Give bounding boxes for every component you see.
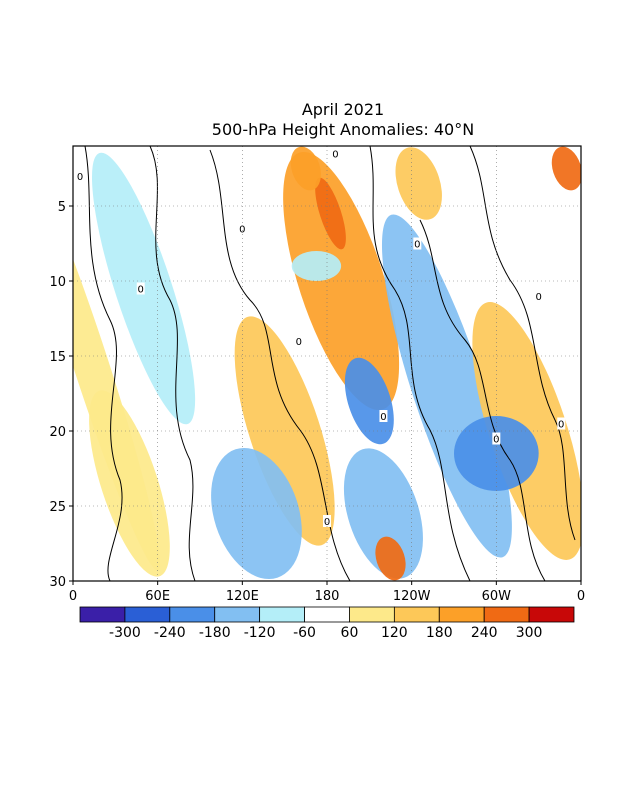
x-tick-label: 60E bbox=[145, 589, 170, 604]
negative-anomaly-region bbox=[343, 448, 423, 579]
contour-label-background bbox=[557, 417, 566, 430]
contour-label-background bbox=[413, 237, 422, 250]
colorbar-label: 240 bbox=[471, 625, 498, 641]
positive-anomaly-region bbox=[551, 146, 581, 191]
colorbar-label: -180 bbox=[199, 625, 231, 641]
colorbar-swatch bbox=[393, 606, 440, 623]
colorbar-swatch bbox=[124, 606, 171, 623]
negative-anomaly-region bbox=[454, 416, 539, 491]
positive-anomaly-region bbox=[315, 177, 346, 250]
colorbar: -300 -240 -180 -120 -60 60 120 180 240 300 bbox=[79, 606, 575, 641]
zero-contour bbox=[419, 219, 546, 581]
colorbar-swatch bbox=[528, 606, 575, 623]
colorbar-swatch bbox=[483, 606, 530, 623]
contour-label: 0 bbox=[414, 240, 420, 251]
x-tick-label: 0 bbox=[577, 589, 585, 604]
contour-label-background bbox=[323, 515, 331, 527]
zero-contour bbox=[84, 146, 123, 581]
zero-contour bbox=[149, 146, 196, 581]
x-axis: 0 60E 120E 180 120W 60W 0 bbox=[69, 581, 585, 604]
contour-label: 0 bbox=[138, 285, 144, 296]
colorbar-label: -240 bbox=[154, 625, 186, 641]
contour-label: 0 bbox=[558, 420, 564, 431]
positive-anomaly-region bbox=[290, 146, 321, 191]
colorbar-swatch bbox=[304, 606, 350, 623]
zero-contour bbox=[369, 146, 471, 581]
y-tick-label: 25 bbox=[49, 500, 66, 515]
y-tick-label: 20 bbox=[49, 425, 66, 440]
positive-anomaly-region bbox=[375, 536, 406, 581]
colorbar-swatch bbox=[349, 606, 395, 623]
negative-anomaly-region bbox=[344, 357, 394, 445]
x-tick-label: 120E bbox=[226, 589, 259, 604]
contour-label-background bbox=[379, 410, 388, 422]
contour-label: 0 bbox=[296, 337, 302, 348]
contour-label: 0 bbox=[493, 435, 499, 446]
colorbar-swatch bbox=[169, 606, 216, 623]
zero-contour bbox=[469, 146, 576, 541]
contour-label-background bbox=[238, 222, 247, 235]
zero-contour bbox=[209, 149, 351, 581]
negative-anomaly-region bbox=[211, 447, 302, 580]
zero-contours bbox=[84, 146, 576, 581]
colorbar-label: -300 bbox=[109, 625, 141, 641]
x-tick-label: 0 bbox=[69, 589, 77, 604]
colorbar-label: 120 bbox=[381, 625, 408, 641]
positive-anomaly-region bbox=[73, 156, 160, 571]
contour-label-background bbox=[534, 290, 543, 302]
contour-label-background bbox=[331, 147, 340, 160]
colorbar-label: -120 bbox=[244, 625, 276, 641]
contour-label-background bbox=[294, 335, 303, 347]
x-tick-label: 180 bbox=[315, 589, 340, 604]
anomaly-field bbox=[73, 146, 581, 581]
negative-anomaly-region bbox=[291, 251, 342, 281]
contour-label: 0 bbox=[77, 172, 83, 183]
contour-label: 0 bbox=[332, 150, 338, 161]
colorbar-label: 60 bbox=[341, 625, 359, 641]
colorbar-swatch bbox=[214, 606, 261, 623]
colorbar-swatch bbox=[438, 606, 485, 623]
contour-label-background bbox=[76, 170, 85, 182]
positive-anomaly-region bbox=[395, 147, 442, 220]
colorbar-label: 180 bbox=[426, 625, 453, 641]
colorbar-swatch bbox=[259, 606, 305, 623]
positive-anomaly-region bbox=[234, 316, 335, 546]
colorbar-swatch bbox=[79, 606, 126, 623]
colorbar-label: 300 bbox=[516, 625, 543, 641]
y-tick-label: 30 bbox=[49, 575, 66, 590]
contour-label: 0 bbox=[380, 412, 386, 423]
x-tick-label: 60W bbox=[482, 589, 512, 604]
y-tick-label: 15 bbox=[49, 350, 66, 365]
x-tick-label: 120W bbox=[393, 589, 431, 604]
chart-subtitle: 500-hPa Height Anomalies: 40°N bbox=[212, 120, 474, 139]
contour-label: 0 bbox=[535, 292, 541, 303]
colorbar-label: -60 bbox=[293, 625, 316, 641]
y-tick-label: 5 bbox=[58, 200, 66, 215]
chart-title: April 2021 bbox=[302, 100, 384, 119]
gridlines bbox=[73, 146, 581, 581]
y-axis: 5 10 15 20 25 30 bbox=[49, 200, 73, 590]
y-tick-label: 10 bbox=[49, 275, 66, 290]
contour-label-background bbox=[136, 282, 145, 295]
